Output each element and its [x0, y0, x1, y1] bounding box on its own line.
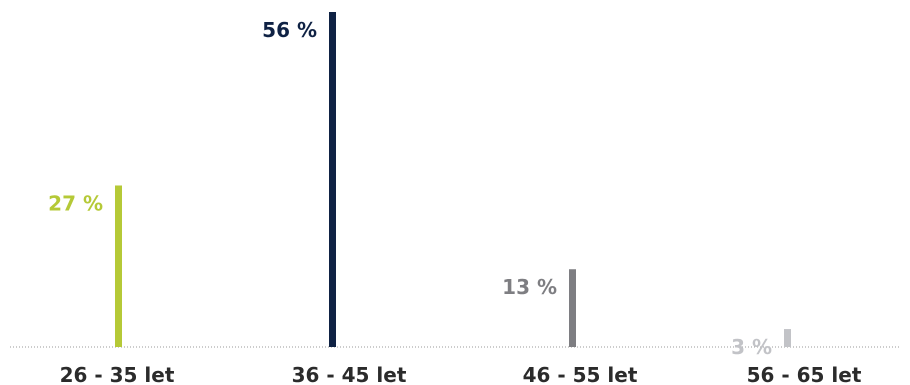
value-labels-group: 27 % 56 % 13 % 3 %: [48, 18, 772, 359]
category-label-3: 46 - 55 let: [523, 363, 638, 385]
value-label-1: 27 %: [48, 191, 103, 215]
bar-2: [329, 12, 336, 347]
bar-4: [784, 329, 791, 347]
bar-1: [115, 185, 122, 347]
value-label-3: 13 %: [502, 275, 557, 299]
bars-group: [115, 12, 791, 347]
category-label-1: 26 - 35 let: [60, 363, 175, 385]
value-label-4: 3 %: [731, 335, 772, 359]
bar-3: [569, 269, 576, 347]
category-label-4: 56 - 65 let: [747, 363, 862, 385]
value-label-2: 56 %: [262, 18, 317, 42]
category-labels-group: 26 - 35 let 36 - 45 let 46 - 55 let 56 - 65…: [60, 363, 862, 385]
category-label-2: 36 - 45 let: [292, 363, 407, 385]
